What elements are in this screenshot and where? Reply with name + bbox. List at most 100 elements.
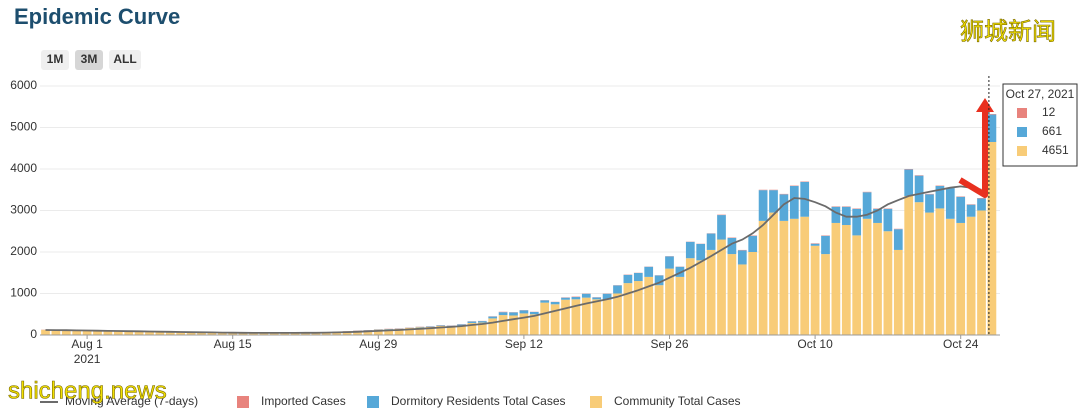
bar-segment [665, 268, 674, 335]
legend-swatch [367, 396, 379, 408]
bar-segment [717, 215, 726, 240]
bar-segment [249, 333, 258, 335]
y-tick-label: 2000 [10, 244, 37, 258]
bar-segment [124, 331, 134, 335]
legend-label[interactable]: Community Total Cases [614, 394, 741, 408]
bar-segment [904, 169, 914, 196]
bar-segment [436, 325, 446, 326]
bar-segment [113, 331, 123, 335]
bar-segment [477, 321, 487, 323]
range-button[interactable] [75, 50, 103, 70]
bar-segment [498, 315, 508, 335]
bar-segment [987, 141, 997, 335]
bar-segment [685, 241, 695, 259]
bar-segment [852, 235, 862, 335]
bar-segment [633, 272, 643, 282]
bar-segment [831, 222, 841, 335]
bar-segment [789, 218, 799, 335]
bar-segment [748, 252, 758, 335]
tooltip-value: 661 [1042, 124, 1062, 138]
bar-segment [446, 326, 456, 335]
bar-segment [301, 332, 310, 335]
bar-segment [290, 333, 300, 335]
bar-segment [61, 330, 71, 335]
bar-segment [613, 285, 622, 294]
bar-segment [373, 329, 383, 335]
bar-segment [186, 332, 196, 335]
tooltip-box [1002, 83, 1078, 167]
bar-segment [571, 299, 581, 335]
bar-segment [977, 210, 986, 335]
bar-segment [550, 302, 560, 305]
bar-segment [727, 237, 737, 255]
bar-segment [93, 331, 102, 335]
bar-segment [259, 333, 269, 335]
bar-segment [862, 218, 872, 335]
bar-segment [176, 332, 186, 335]
watermark: 狮城新闻 [960, 18, 1056, 45]
bar-segment [810, 243, 820, 246]
y-tick-label: 3000 [10, 203, 37, 217]
bar-segment [862, 192, 872, 219]
bar-segment [280, 333, 290, 335]
bar-segment [654, 285, 664, 335]
bar-segment [561, 299, 570, 335]
bar-segment [509, 312, 518, 316]
bar-segment [758, 190, 768, 221]
range-button-label[interactable]: 1M [47, 52, 64, 66]
bar-segment [165, 332, 175, 335]
bar-segment [706, 233, 716, 250]
bar-segment [477, 322, 487, 335]
bar-segment [789, 186, 799, 219]
bar-segment [446, 325, 456, 327]
legend-label[interactable]: Imported Cases [261, 394, 346, 408]
bar-segment [914, 175, 924, 203]
range-button-label[interactable]: 3M [81, 52, 98, 66]
bar-segment [935, 208, 945, 335]
bar-segment [353, 330, 362, 335]
range-button[interactable] [41, 50, 69, 70]
bar-segment [602, 293, 612, 300]
bar-segment [727, 254, 737, 335]
bar-segment [269, 332, 279, 335]
bar-segment [987, 114, 997, 142]
annotation-arrow [958, 108, 988, 198]
bar-segment [238, 333, 248, 335]
bar-segment [696, 243, 706, 261]
bar-segment [519, 313, 529, 335]
bar-segment [966, 216, 976, 335]
chart-title: Epidemic Curve [14, 4, 180, 29]
bar-segment [467, 322, 477, 335]
bar-segment [332, 332, 342, 335]
bar-segment [831, 206, 841, 223]
legend-label[interactable]: Moving Average (7-days) [65, 394, 198, 408]
range-button-label[interactable]: ALL [113, 52, 136, 66]
legend-swatch [237, 396, 249, 408]
bar-segment [883, 231, 893, 335]
bar-segment [904, 195, 914, 335]
bar-segment [925, 212, 934, 335]
bar-segment [893, 229, 903, 250]
x-tick-label: Aug 29 [359, 337, 397, 351]
bar-segment [883, 208, 893, 232]
range-button[interactable] [109, 50, 141, 70]
bar-segment [852, 208, 862, 236]
bar-segment [311, 332, 321, 335]
bar-segment [571, 297, 581, 300]
bar-segment [228, 333, 238, 335]
bar-segment [644, 266, 654, 277]
bar-segment [457, 324, 466, 326]
legend-label[interactable]: Dormitory Residents Total Cases [391, 394, 566, 408]
bar-segment [821, 254, 830, 335]
bar-segment [394, 328, 404, 335]
bar-segment [529, 311, 539, 315]
x-tick-label: Aug 1 [71, 337, 103, 351]
bar-segment [956, 222, 966, 335]
bar-segment [509, 315, 518, 335]
bar-segment [769, 212, 778, 335]
bar-segment [581, 297, 591, 335]
bar-segment [488, 316, 498, 319]
x-tick-label: Sep 26 [650, 337, 688, 351]
bar-segment [623, 283, 633, 335]
bar-segment [425, 326, 435, 335]
